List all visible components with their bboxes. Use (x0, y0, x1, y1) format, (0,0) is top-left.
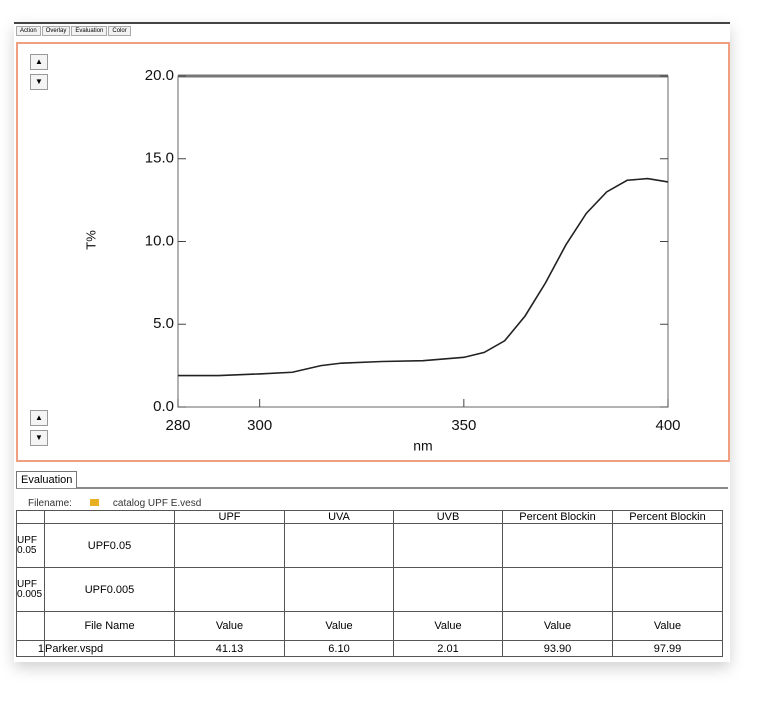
table-cell: UPF0.05 (16, 523, 45, 568)
y-tick-label: 10.0 (145, 232, 174, 249)
table-cell: Percent Blockin (612, 510, 723, 524)
table-cell (284, 567, 394, 612)
table-cell (612, 523, 723, 568)
table-cell (44, 510, 175, 524)
table-row: UPF0.05 UPF0.05 (16, 523, 723, 568)
x-tick-label: 280 (165, 417, 190, 434)
table-cell: UPF0.005 (16, 567, 45, 612)
chart-panel (16, 42, 730, 462)
x-tick-label: 400 (655, 417, 680, 434)
table-cell: 6.10 (284, 640, 394, 657)
table-cell: 41.13 (174, 640, 285, 657)
tab[interactable]: Overlay (41, 26, 71, 36)
table-cell (174, 523, 285, 568)
y-axis-label: T% (83, 230, 98, 250)
chart: T% nm 0.0 5.0 10.0 15.0 20.0 280 300 350 400 (83, 67, 680, 454)
tab-bar: Action Overlay Evaluation Color (16, 26, 132, 36)
down-button[interactable]: ▼ (30, 430, 48, 446)
table-cell: UVA (284, 510, 394, 524)
tab[interactable]: Color (108, 26, 131, 36)
table-cell: UPF (174, 510, 285, 524)
up-button[interactable]: ▲ (30, 410, 48, 426)
x-tick-label: 300 (247, 417, 272, 434)
table-cell: 2.01 (393, 640, 503, 657)
table-cell: 93.90 (502, 640, 613, 657)
results-table: UPF UVA UVB Percent Blockin Percent Blockin U… (16, 510, 723, 657)
table-cell: UPF0.05 (44, 523, 175, 568)
y-tick-label: 5.0 (153, 315, 174, 332)
table-cell: Percent Blockin (502, 510, 613, 524)
tab[interactable]: Action (16, 26, 41, 36)
curve (178, 177, 669, 377)
table-cell: UVB (393, 510, 503, 524)
table-cell (284, 523, 394, 568)
table-row: 1 Parker.vspd 41.13 6.10 2.01 93.90 97.99 (16, 640, 723, 657)
x-axis-label: nm (413, 438, 432, 454)
table-cell (16, 510, 45, 524)
table-cell: Parker.vspd (44, 640, 175, 657)
table-cell: File Name (44, 611, 175, 641)
filename-row: Filename: catalog UPF E.vesd (28, 498, 201, 509)
panel-tab-bar: Evaluation (16, 470, 728, 489)
scroll-buttons: ▲ ▼ (30, 54, 50, 94)
y-tick-label: 0.0 (153, 398, 174, 415)
y-tick-label: 20.0 (145, 67, 174, 84)
table-row: UPF UVA UVB Percent Blockin Percent Blockin (16, 510, 723, 524)
table-cell: Value (612, 611, 723, 641)
table-row: File Name Value Value Value Value Value (16, 611, 723, 641)
table-cell (502, 523, 613, 568)
scroll-buttons: ▲ ▼ (30, 410, 50, 450)
table-cell: UPF0.005 (44, 567, 175, 612)
tab[interactable]: Evaluation (16, 471, 78, 488)
table-cell: 97.99 (612, 640, 723, 657)
table-cell: Value (393, 611, 503, 641)
table-cell (393, 567, 503, 612)
table-row: UPF0.005 UPF0.005 (16, 567, 723, 612)
table-cell: Value (502, 611, 613, 641)
table-cell (174, 567, 285, 612)
table-cell (502, 567, 613, 612)
y-tick-label: 15.0 (145, 150, 174, 167)
tab[interactable]: Evaluation (71, 26, 108, 36)
table-cell: 1 (16, 640, 45, 657)
filename: catalog UPF E.vesd (112, 498, 202, 509)
x-tick-label: 350 (451, 417, 476, 434)
filename-label: Filename: (28, 498, 72, 509)
up-button[interactable]: ▲ (30, 54, 48, 70)
down-button[interactable]: ▼ (30, 74, 48, 90)
table-cell (393, 523, 503, 568)
table-cell: Value (174, 611, 285, 641)
plot-frame (177, 75, 669, 408)
table-cell (612, 567, 723, 612)
table-cell (16, 611, 45, 641)
folder-icon[interactable] (89, 499, 99, 506)
table-cell: Value (284, 611, 394, 641)
